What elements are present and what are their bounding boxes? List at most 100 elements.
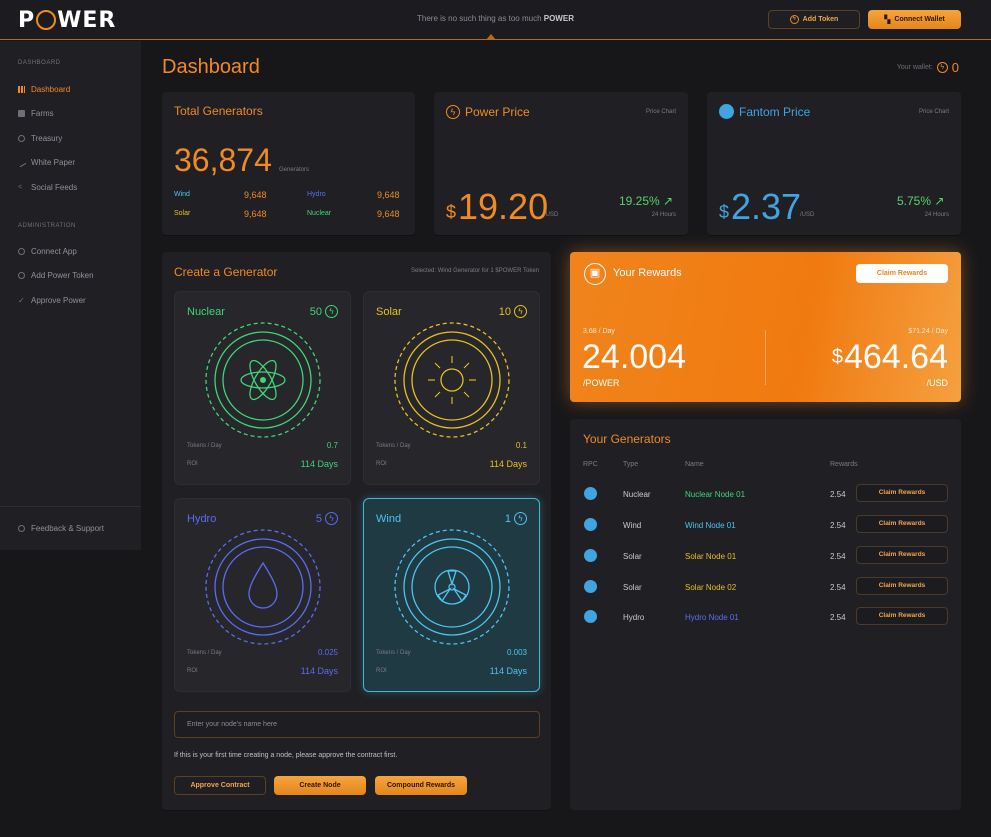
price-unit: /USD <box>544 212 559 218</box>
create-node-button[interactable]: Create Node <box>274 776 366 795</box>
claim-rewards-button[interactable]: Claim Rewards <box>856 515 948 533</box>
column-header: Type <box>623 461 639 468</box>
node-name-input[interactable]: Enter your node's name here <box>174 711 540 738</box>
bolt-icon: ϟ <box>446 105 460 119</box>
rpc-icon <box>584 549 597 562</box>
roi-value: 114 Days <box>300 459 338 469</box>
rpc-icon <box>584 487 597 500</box>
tokens-label: Tokens / Day <box>376 443 411 449</box>
price-chart-link[interactable]: Price Chart <box>918 109 949 115</box>
row-name: Solar Node 01 <box>685 552 737 561</box>
power-rewards-value: 24.004 <box>582 338 686 376</box>
gen-count-label: Hydro <box>307 191 326 198</box>
card-title: Power Price <box>465 105 530 119</box>
connect-icon <box>18 248 25 255</box>
price-unit: /USD <box>800 212 815 218</box>
price-period: 24 Hours <box>651 212 676 218</box>
price-change: 5.75% ↗ <box>897 194 945 208</box>
row-rewards: 2.54 <box>830 552 846 561</box>
price-change: 19.25% ↗ <box>619 194 674 208</box>
total-generators-value: 36,874 <box>174 142 272 178</box>
generator-card-nuclear[interactable]: Nuclear 50 ϟ Tokens / Day 0.7 ROI 114 Day… <box>174 291 351 485</box>
row-name: Hydro Node 01 <box>685 613 739 622</box>
claim-rewards-button[interactable]: Claim Rewards <box>856 577 948 595</box>
column-header: RPC <box>583 461 598 468</box>
power-rate: 3.68 / Day <box>583 328 615 335</box>
gen-count-value: 9,648 <box>377 190 400 200</box>
table-row: Solar Solar Node 02 2.54 Claim Rewards <box>570 577 961 597</box>
rewards-divider <box>765 330 766 385</box>
rewards-title: Your Rewards <box>613 267 682 279</box>
table-row: Wind Wind Node 01 2.54 Claim Rewards <box>570 515 961 535</box>
sidebar-item-farms[interactable]: Farms <box>18 109 54 118</box>
bolt-icon: ϟ <box>789 15 799 24</box>
claim-rewards-button[interactable]: Claim Rewards <box>856 607 948 625</box>
tokens-label: Tokens / Day <box>376 650 411 656</box>
claim-rewards-button[interactable]: Claim Rewards <box>856 546 948 564</box>
wallet-balance: Your wallet: ϟ 0 <box>896 60 959 75</box>
column-header: Rewards <box>830 461 858 468</box>
roi-value: 114 Days <box>489 666 527 676</box>
sidebar-item-treasury[interactable]: Treasury <box>18 134 62 143</box>
generator-card-solar[interactable]: Solar 10 ϟ Tokens / Day 0.1 ROI 114 Days <box>363 291 540 485</box>
card-title: Your Generators <box>583 432 671 446</box>
roi-label: ROI <box>376 668 387 674</box>
usd-currency-symbol: $ <box>831 346 843 368</box>
sidebar-item-social-feeds[interactable]: < Social Feeds <box>18 183 78 192</box>
chat-icon <box>18 525 25 532</box>
approve-contract-button[interactable]: Approve Contract <box>174 776 266 795</box>
feedback-support-link[interactable]: Feedback & Support <box>18 524 104 533</box>
claim-rewards-button[interactable]: Claim Rewards <box>856 484 948 502</box>
sidebar-item-dashboard[interactable]: Dashboard <box>18 85 70 94</box>
top-bar: P WER There is no such thing as too much … <box>0 0 991 40</box>
generator-name: Solar <box>376 306 402 318</box>
price-chart-link[interactable]: Price Chart <box>645 109 676 115</box>
roi-label: ROI <box>376 461 387 467</box>
sidebar-item-approve-power[interactable]: ✓ Approve Power <box>18 296 86 305</box>
your-rewards-card: ▣ Your Rewards Claim Rewards 3.68 / Day … <box>570 252 961 402</box>
fan-icon <box>394 529 510 645</box>
price-period: 24 Hours <box>924 212 949 218</box>
bolt-icon: ϟ <box>325 305 338 318</box>
row-rewards: 2.54 <box>830 490 846 499</box>
sidebar-item-add-power-token[interactable]: Add Power Token <box>18 271 94 280</box>
roi-value: 114 Days <box>300 666 338 676</box>
power-price-card: ϟ Power Price Price Chart $ 19.20 /USD 1… <box>434 92 688 235</box>
rpc-icon <box>584 580 597 593</box>
sidebar-item-connect-app[interactable]: Connect App <box>18 247 77 256</box>
row-name: Nuclear Node 01 <box>685 490 746 499</box>
selected-note: Selected: Wind Generator for 1 $POWER To… <box>411 268 539 274</box>
bolt-icon: ϟ <box>936 62 948 73</box>
atom-icon <box>205 322 321 438</box>
gen-count-label: Wind <box>174 191 190 198</box>
tokens-value: 0.7 <box>326 441 338 450</box>
tokens-label: Tokens / Day <box>187 650 222 656</box>
card-title: Create a Generator <box>174 265 278 279</box>
arrow-up-right-icon: ↗ <box>934 194 945 208</box>
generator-cost: 10 ϟ <box>499 305 527 318</box>
row-type: Nuclear <box>623 490 651 499</box>
row-rewards: 2.54 <box>830 521 846 530</box>
usd-unit: /USD <box>926 378 948 388</box>
power-logo[interactable]: P WER <box>18 8 117 33</box>
add-token-button[interactable]: ϟ Add Token <box>768 10 860 29</box>
generator-name: Hydro <box>187 513 217 525</box>
sidebar-section-administration: ADMINISTRATION <box>18 223 76 229</box>
sidebar-divider <box>0 506 141 507</box>
bolt-icon: ϟ <box>514 305 527 318</box>
check-icon: ✓ <box>18 296 25 305</box>
compound-rewards-button[interactable]: Compound Rewards <box>375 776 467 795</box>
roi-label: ROI <box>187 461 198 467</box>
total-generators-card: Total Generators 36,874 Generators Wind … <box>162 92 415 235</box>
claim-all-rewards-button[interactable]: Claim Rewards <box>856 264 948 283</box>
connect-wallet-button[interactable]: ▚ Connect Wallet <box>868 10 961 29</box>
water-drop-icon <box>205 529 321 645</box>
tokens-label: Tokens / Day <box>187 443 222 449</box>
generator-icon: ▣ <box>584 263 606 285</box>
roi-label: ROI <box>187 668 198 674</box>
sidebar-item-white-paper[interactable]: White Paper <box>16 157 75 168</box>
roi-value: 114 Days <box>489 459 527 469</box>
row-rewards: 2.54 <box>830 583 846 592</box>
